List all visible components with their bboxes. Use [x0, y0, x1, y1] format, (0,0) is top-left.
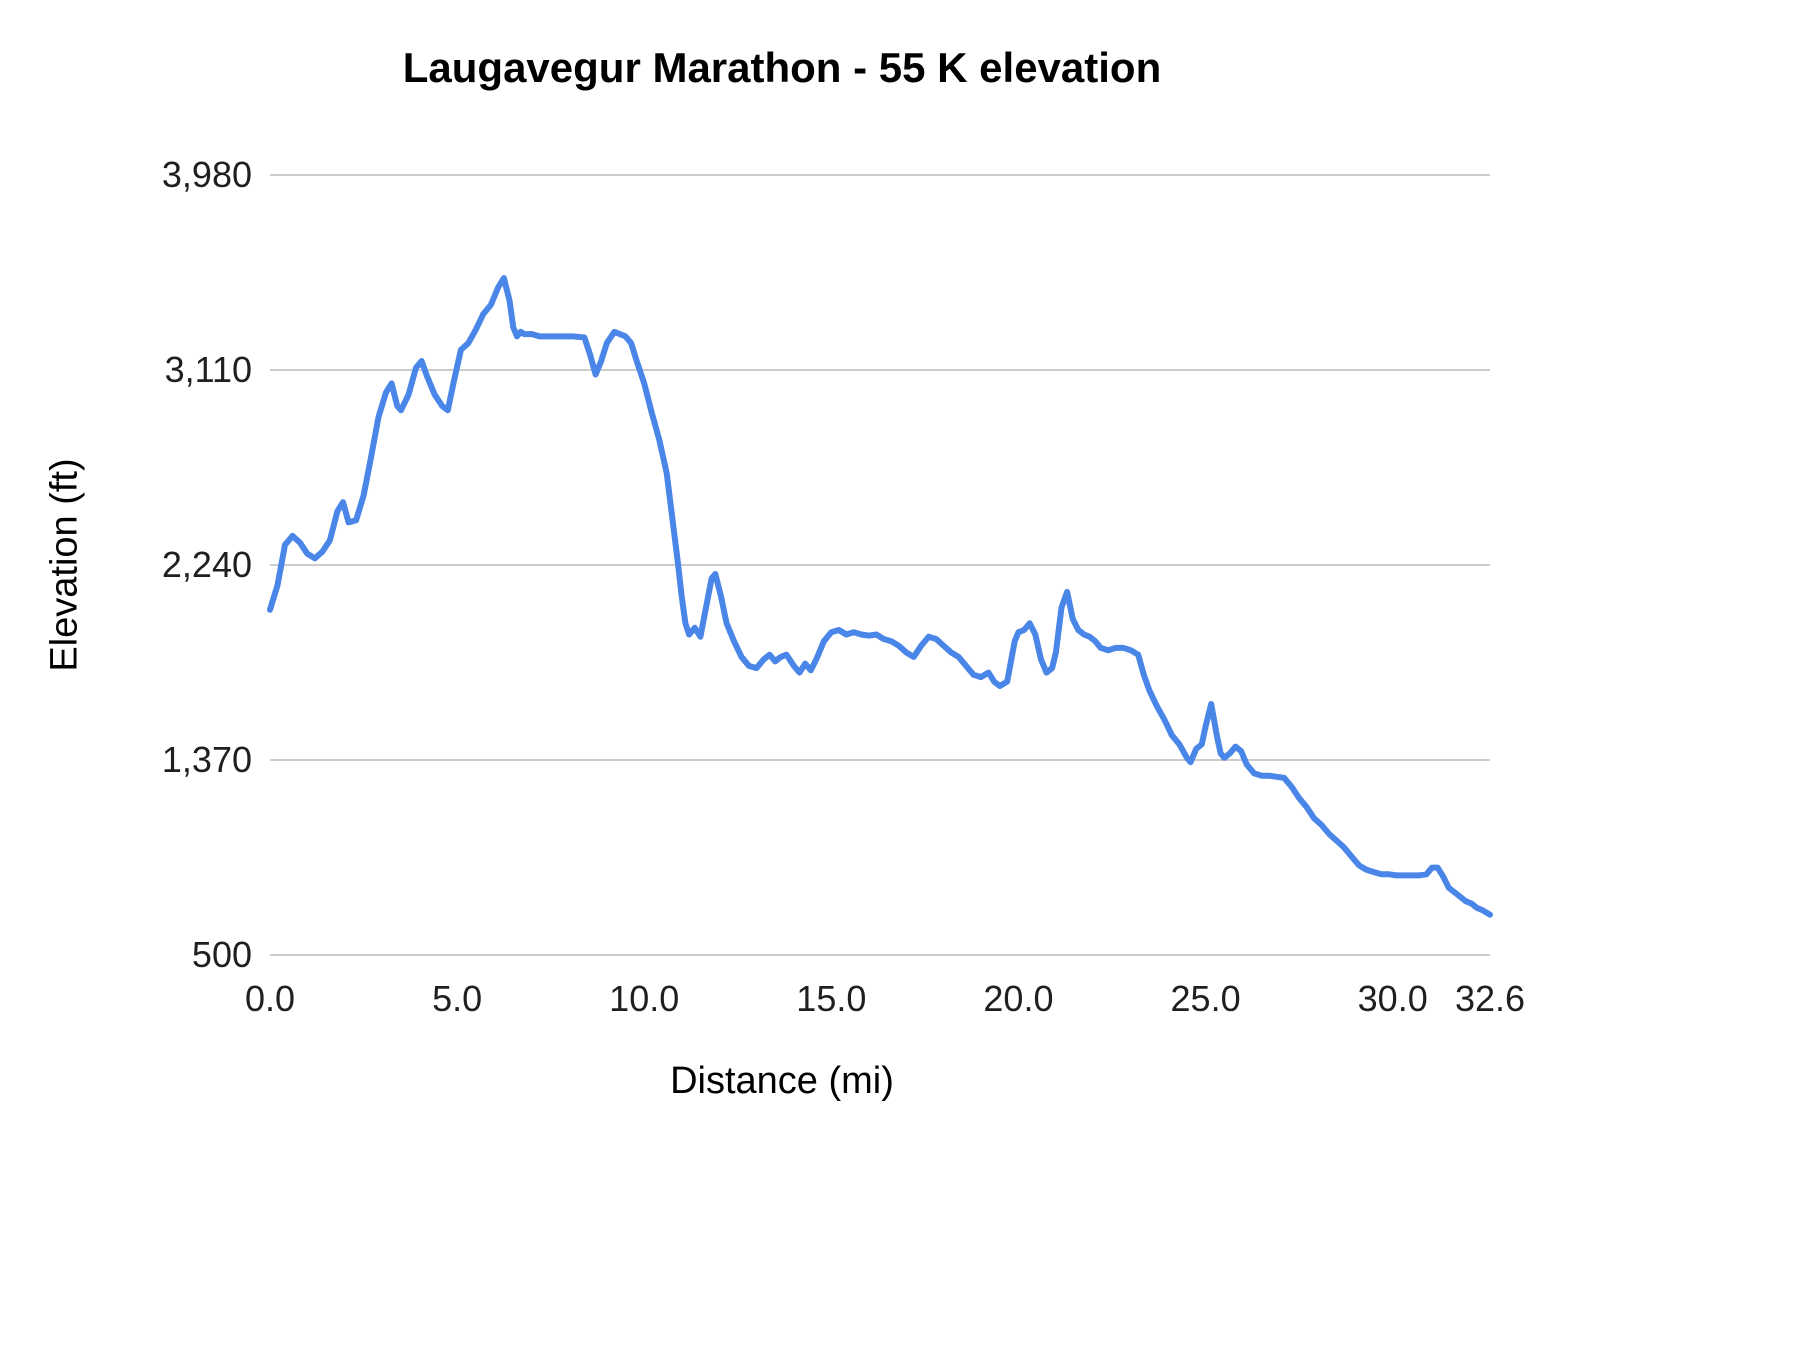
- x-tick-label: 15.0: [796, 978, 867, 1019]
- y-tick-label: 1,370: [161, 739, 252, 780]
- chart-title: Laugavegur Marathon - 55 K elevation: [402, 44, 1162, 91]
- y-tick-label: 3,110: [164, 349, 252, 390]
- y-tick-label: 3,980: [161, 154, 252, 195]
- x-tick-label: 0.0: [244, 978, 296, 1019]
- y-tick-label: 500: [191, 934, 252, 975]
- x-tick-label: 20.0: [983, 978, 1054, 1019]
- elevation-line: [267, 275, 1493, 918]
- x-tick-label: 30.0: [1357, 978, 1428, 1019]
- x-tick-label: 5.0: [432, 978, 483, 1019]
- x-tick-label: 10.0: [609, 978, 680, 1019]
- y-tick-label: 2,240: [161, 544, 252, 585]
- x-tick-label: 32.6: [1454, 978, 1526, 1019]
- x-tick-label: 25.0: [1170, 978, 1241, 1019]
- x-axis-title: Distance (mi): [670, 1060, 894, 1102]
